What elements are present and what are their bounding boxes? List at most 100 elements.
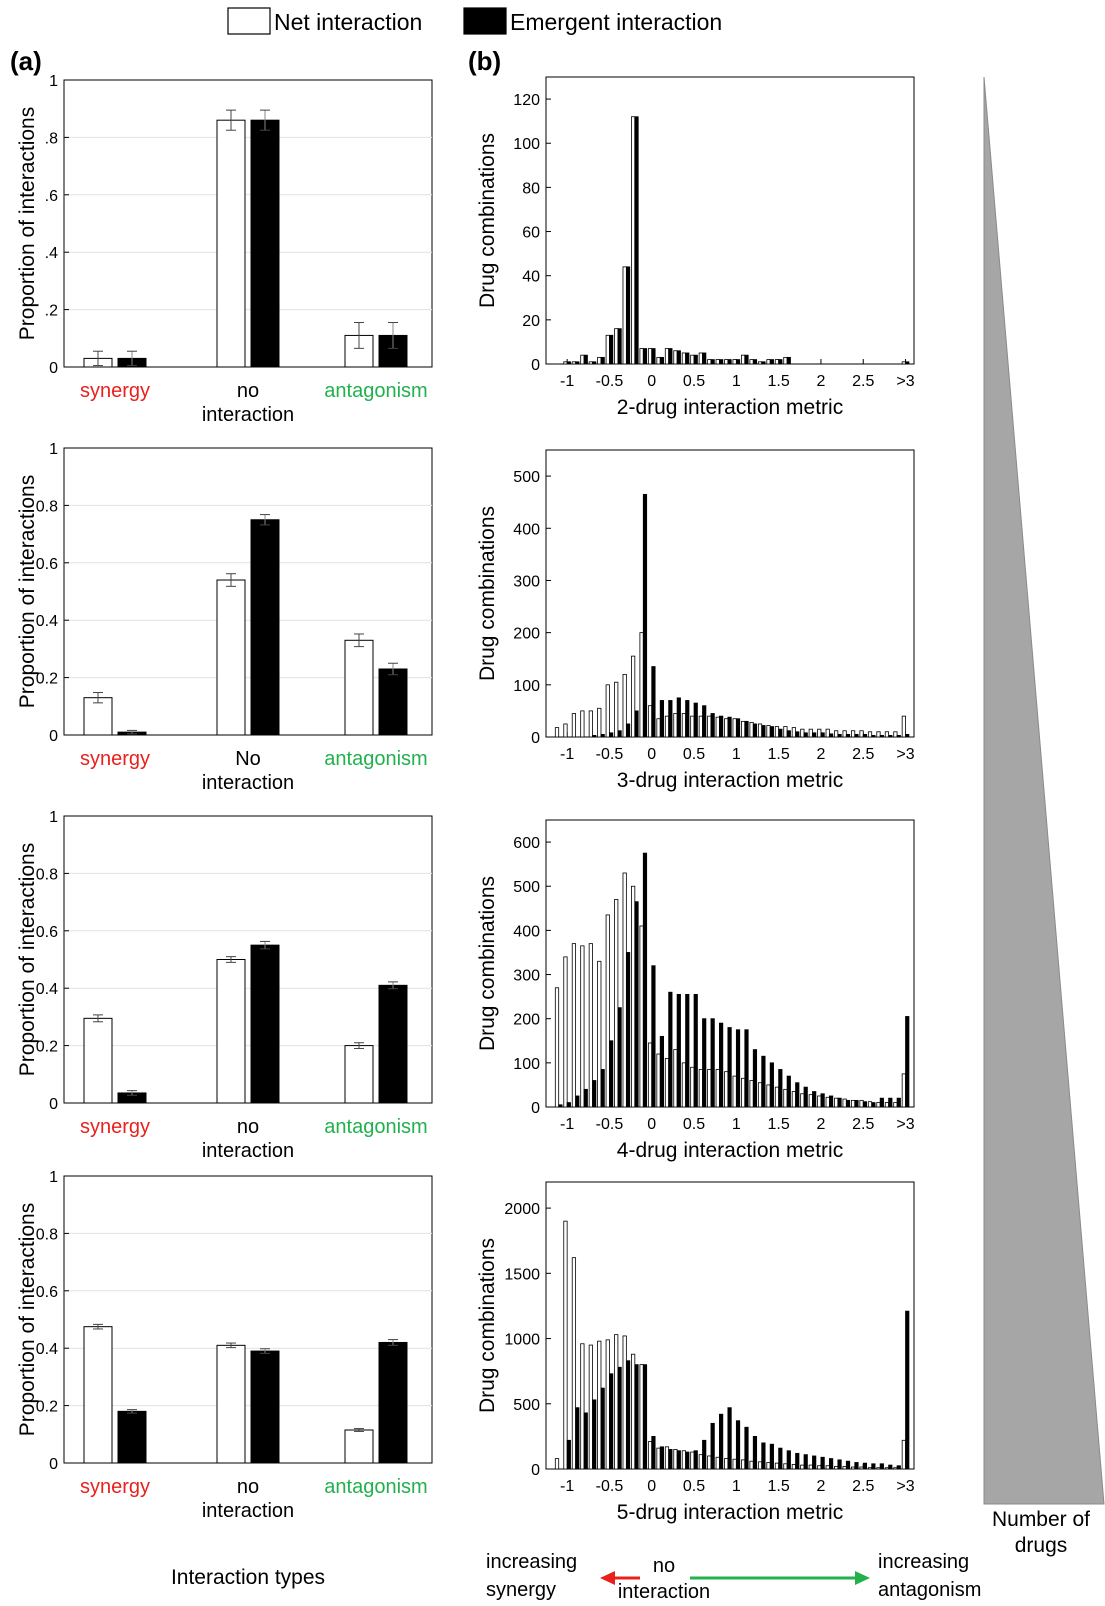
net-hist-bar <box>639 348 644 365</box>
net-hist-bar <box>588 1344 593 1470</box>
plot-frame <box>63 815 433 1104</box>
y-axis-label: Drug combinations <box>476 506 499 681</box>
emergent-bar <box>117 1410 147 1464</box>
emergent-hist-bar <box>735 718 741 738</box>
y-tick-label: 0.8 <box>36 866 58 883</box>
wedge-label-line2: drugs <box>1015 1534 1068 1557</box>
emergent-hist-bar <box>583 354 588 365</box>
legend-label-net: Net interaction <box>274 9 422 35</box>
net-hist-bar <box>749 359 754 365</box>
net-hist-bar <box>614 681 619 738</box>
net-hist-bar <box>893 731 898 738</box>
emergent-hist-bar <box>896 1465 901 1470</box>
y-tick-label: 400 <box>513 923 540 940</box>
increasing-synergy-line1: increasing <box>486 1551 577 1573</box>
category-label: synergy <box>80 748 150 770</box>
y-tick-label: 300 <box>513 573 540 590</box>
emergent-hist-bar <box>896 1097 901 1108</box>
emergent-hist-bar <box>592 1080 597 1108</box>
net-hist-bar <box>817 1095 822 1108</box>
net-hist-bar <box>707 715 712 738</box>
emergent-hist-bar <box>829 1458 834 1470</box>
net-hist-bar <box>554 1458 560 1470</box>
net-hist-bar <box>893 1467 898 1470</box>
x-tick-label: -0.5 <box>596 1116 624 1133</box>
synergy-arrow <box>600 1571 640 1585</box>
x-tick-label: 2 <box>816 373 825 390</box>
emergent-hist-bar <box>735 359 741 365</box>
net-hist-bar <box>834 730 839 738</box>
net-hist-bar <box>664 1446 670 1470</box>
emergent-hist-bar <box>625 1360 631 1470</box>
emergent-hist-bar <box>761 725 766 738</box>
x-tick-label: -1 <box>560 746 574 763</box>
category-label: no <box>237 1116 259 1138</box>
emergent-hist-bar <box>685 1451 690 1470</box>
net-hist-bar <box>834 1097 839 1108</box>
net-hist-bar <box>850 730 856 738</box>
category-label: synergy <box>80 1476 150 1498</box>
net-hist-bar <box>563 723 568 738</box>
emergent-hist-bar <box>735 1420 741 1470</box>
emergent-hist-bar <box>575 361 580 365</box>
net-hist-bar <box>614 328 619 365</box>
net-hist-bar <box>757 723 763 738</box>
net-hist-bar <box>690 354 695 365</box>
net-hist-bar <box>774 1086 780 1108</box>
emergent-hist-bar <box>634 710 639 738</box>
emergent-hist-bar <box>786 730 791 738</box>
emergent-hist-bar <box>651 1435 656 1470</box>
net-bar <box>216 959 246 1104</box>
net-hist-bar <box>554 987 560 1108</box>
net-hist-bar <box>842 730 847 738</box>
histogram-2-drug: 0 20 40 60 80 100 120 -1 -0.5 0 0.5 1 1.5 2 2.5 >3 2-dru… <box>476 76 915 419</box>
y-axis-label: Proportion of interactions <box>16 107 39 340</box>
panel-label-b: (b) <box>468 46 501 76</box>
legend-swatch-emergent <box>463 7 507 35</box>
net-hist-bar <box>571 1257 577 1470</box>
net-bar <box>216 1344 246 1464</box>
net-hist-bar <box>808 1464 813 1470</box>
antagonism-arrow <box>690 1571 870 1585</box>
net-hist-bar <box>732 359 737 365</box>
net-hist-bar <box>876 1467 881 1470</box>
emergent-hist-bar <box>693 354 698 365</box>
panel-label-a: (a) <box>10 46 42 76</box>
y-tick-label: 0 <box>49 360 58 377</box>
net-hist-bar <box>817 1465 822 1470</box>
proportion-chart-3-drug: 0 0.2 0.4 0.6 0.8 1 Proportion of interactions… <box>16 441 433 794</box>
emergent-hist-bar <box>710 1422 715 1470</box>
net-hist-bar <box>673 1449 678 1470</box>
y-tick-label: 0.2 <box>36 671 58 688</box>
net-hist-bar <box>766 1084 771 1108</box>
emergent-hist-bar <box>566 1439 571 1470</box>
net-hist-bar <box>901 715 906 738</box>
emergent-hist-bar <box>888 735 893 738</box>
y-tick-label: 0.4 <box>36 613 58 630</box>
plot-frame <box>63 79 433 368</box>
net-bar <box>216 579 246 736</box>
net-hist-bar <box>724 359 729 365</box>
y-tick-label: 0.2 <box>36 1399 58 1416</box>
net-hist-bar <box>884 1467 890 1470</box>
emergent-hist-bar <box>592 735 597 738</box>
x-tick-label: 2.5 <box>852 1478 874 1495</box>
emergent-hist-bar <box>812 732 817 738</box>
net-hist-bar <box>749 721 754 738</box>
net-hist-bar <box>859 730 864 738</box>
net-hist-bar <box>597 960 602 1108</box>
net-hist-bar <box>766 359 771 365</box>
emergent-hist-bar <box>795 731 800 738</box>
y-tick-label: .4 <box>45 245 58 262</box>
x-tick-label: >3 <box>896 1478 914 1495</box>
net-hist-bar <box>893 1102 898 1108</box>
net-hist-bar <box>563 1220 568 1470</box>
x-tick-label: 2 <box>816 1478 825 1495</box>
emergent-hist-bar <box>896 735 901 738</box>
net-hist-bar <box>741 720 746 738</box>
emergent-hist-bar <box>592 361 597 365</box>
legend-swatch-net <box>227 7 271 35</box>
emergent-hist-bar <box>744 1029 749 1108</box>
x-tick-label: -1 <box>560 1478 574 1495</box>
